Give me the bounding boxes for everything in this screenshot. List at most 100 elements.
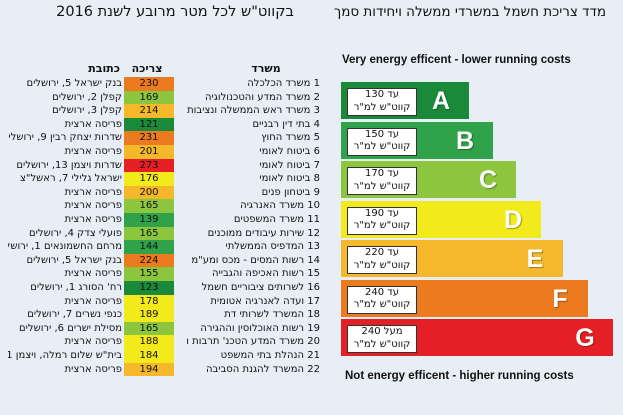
table-row: ישראל גלילי 7, ראשל"צ 176 8 ביטוח לאומי <box>8 172 320 186</box>
band-threshold-box: עד 240 קווט"ש למ"ר <box>347 285 417 314</box>
row-office: 20 משרד המדע הטכנ' תרבות וספורט <box>186 336 320 348</box>
row-usage-value: 189 <box>124 308 174 322</box>
band-unit: קווט"ש למ"ר <box>353 141 411 152</box>
table-row: פריסה ארצית 178 17 ועדה לאנרגיה אטומית <box>8 294 320 309</box>
row-usage-value: 155 <box>124 267 174 281</box>
row-address: פריסה ארצית <box>64 363 122 375</box>
row-office: 21 הנהלת בתי המשפט <box>220 350 320 361</box>
band-threshold-box: עד 130 קווט"ש למ"ר <box>347 88 417 116</box>
energy-band-g: מעל 240 קווט"ש למ"ר G <box>341 319 613 356</box>
row-usage-value: 165 <box>124 226 174 241</box>
band-letter: D <box>503 205 523 234</box>
band-threshold: מעל 240 <box>361 326 403 337</box>
band-threshold: עד 150 <box>365 128 399 140</box>
row-usage-value: 214 <box>124 104 174 118</box>
row-usage-value: 231 <box>124 131 174 145</box>
band-unit: קווט"ש למ"ר <box>353 220 411 231</box>
band-unit: קווט"ש למ"ר <box>353 180 411 192</box>
band-unit: קווט"ש למ"ר <box>353 101 411 113</box>
inefficient-label: Not energy efficent - higher running cos… <box>345 370 574 382</box>
row-office: 22 המשרד להגנת הסביבה <box>205 363 320 375</box>
table-row: בית"ש שלום רמלה, ויצמן 1,184 21 הנהלת בתי… <box>8 349 320 363</box>
energy-band-f: עד 240 קווט"ש למ"ר F <box>341 279 588 317</box>
row-usage-value: 184 <box>124 349 174 363</box>
row-office: 10 משרד האנרגיה <box>240 200 320 212</box>
band-letter: E <box>526 245 544 273</box>
band-threshold-box: עד 170 קווט"ש למ"ר <box>347 167 417 195</box>
header-address: כתובת <box>88 62 120 75</box>
row-address: פריסה ארצית <box>64 200 122 212</box>
energy-band-e: עד 220 קווט"ש למ"ר E <box>341 240 563 277</box>
row-office: 1 משרד הכלכלה <box>247 78 320 89</box>
band-letter: B <box>455 126 475 155</box>
row-address: קפלן 2, ירושלים <box>52 91 122 103</box>
table-row: בנק ישראל 5, ירושלים 230 1 משרד הכלכלה <box>8 77 320 91</box>
band-letter: G <box>575 324 595 352</box>
row-address: כנפי נשרים 7, ירושלים <box>27 309 122 321</box>
header-office: משרד <box>251 62 281 75</box>
table-row: רח' הסורג 1, ירושלים 123 16 לשרותים ציבורי… <box>8 281 320 295</box>
row-address: פריסה ארצית <box>64 295 122 307</box>
row-office: 4 בתי דין רבניים <box>252 118 320 130</box>
table-row: פריסה ארצית 200 9 ביטחון פנים <box>8 185 320 200</box>
band-threshold: עד 190 <box>365 207 399 219</box>
row-usage-value: 121 <box>124 117 174 132</box>
row-office: 11 משרד המשפטים <box>233 214 320 225</box>
table-row: כנפי נשרים 7, ירושלים 189 18 המשרד לשרותי … <box>8 308 320 322</box>
row-address: בנק ישראל 5, ירושלים <box>26 254 122 266</box>
row-usage-value: 230 <box>124 77 174 91</box>
table-row: שדרות ויצמן 13, ירושלים 273 7 ביטוח לאומי <box>8 158 320 173</box>
row-usage-value: 178 <box>124 294 174 309</box>
band-unit: קווט"ש למ"ר <box>353 299 411 310</box>
row-office: 9 ביטחון פנים <box>261 186 320 198</box>
row-address: ישראל גלילי 7, ראשל"צ <box>19 173 122 185</box>
row-usage-value: 165 <box>124 321 174 336</box>
row-usage-value: 194 <box>124 362 174 377</box>
row-address: פריסה ארצית <box>64 118 122 130</box>
table-row: פועלי צדק 4, ירושלים 165 12 שירות עיבודים … <box>8 226 320 241</box>
efficient-label: Very energy efficent - lower running cos… <box>342 54 571 66</box>
row-usage-value: 169 <box>124 90 174 105</box>
table-row: קפלן 2, ירושלים 169 2 משרד המדע והטכנולוגי… <box>8 90 320 105</box>
band-threshold-box: עד 150 קווט"ש למ"ר <box>347 127 417 156</box>
table-row: פריסה ארצית 201 6 ביטוח לאומי <box>8 145 320 159</box>
row-usage-value: 188 <box>124 335 174 349</box>
table-row: פריסה ארצית 188 20 משרד המדע הטכנ' תרבות ו… <box>8 335 320 349</box>
scale-title: מדד צריכת חשמל במשרדי ממשלה ויחידות סמך <box>333 4 607 20</box>
row-address: שדרות יצחק רבין 9, ירושלים <box>8 132 122 144</box>
band-threshold: עד 220 <box>365 247 399 258</box>
table-row: פריסה ארצית 139 11 משרד המשפטים <box>8 213 320 227</box>
row-address: שדרות ויצמן 13, ירושלים <box>16 159 122 171</box>
row-address: מסילת ישרים 6, ירושלים <box>19 322 122 334</box>
row-office: 6 ביטוח לאומי <box>259 146 320 157</box>
row-office: 16 לשרותים ציבוריים חשמל <box>201 282 320 293</box>
energy-band-d: עד 190 קווט"ש למ"ר D <box>341 200 541 238</box>
row-address: מרחם החשמונאים 1, ירושלים <box>8 241 122 253</box>
row-usage-value: 144 <box>124 240 174 254</box>
row-office: 12 שירות עיבודים ממוכנים <box>207 227 320 239</box>
row-address: קפלן 3, ירושלים <box>52 105 122 117</box>
table-row: שדרות יצחק רבין 9, ירושלים231 5 משרד החוץ <box>8 131 320 145</box>
row-office: 7 ביטוח לאומי <box>259 159 320 171</box>
row-office: 2 משרד המדע והטכנולוגיה <box>205 91 320 103</box>
row-address: פריסה ארצית <box>64 268 122 280</box>
row-office: 5 משרד החוץ <box>261 132 320 144</box>
table-row: פריסה ארצית 155 15 רשות האכיפה והגבייה <box>8 267 320 281</box>
row-usage-value: 273 <box>124 158 174 173</box>
band-threshold: עד 240 <box>365 286 399 298</box>
table-row: פריסה ארצית 121 4 בתי דין רבניים <box>8 117 320 132</box>
row-address: פועלי צדק 4, ירושלים <box>29 227 122 239</box>
band-threshold-box: מעל 240 קווט"ש למ"ר <box>347 325 417 353</box>
table-title: בקווט"ש לכל מטר מרובע לשנת 2016 <box>56 4 294 20</box>
row-usage-value: 201 <box>124 145 174 159</box>
table-row: קפלן 3, ירושלים 214 3 משרד ראש הממשלה ונצי… <box>8 104 320 118</box>
band-letter: C <box>478 166 498 194</box>
row-office: 3 משרד ראש הממשלה ונציבות <box>187 105 320 117</box>
band-unit: קווט"ש למ"ר <box>353 259 411 271</box>
row-usage-value: 165 <box>124 199 174 213</box>
row-usage-value: 200 <box>124 185 174 200</box>
row-address: פריסה ארצית <box>64 186 122 198</box>
band-threshold: עד 130 <box>365 89 399 100</box>
row-office: 19 רשות האוכלוסין וההגירה <box>200 322 320 334</box>
table-row: מרחם החשמונאים 1, ירושלים144 13 המדפיס המ… <box>8 240 320 254</box>
